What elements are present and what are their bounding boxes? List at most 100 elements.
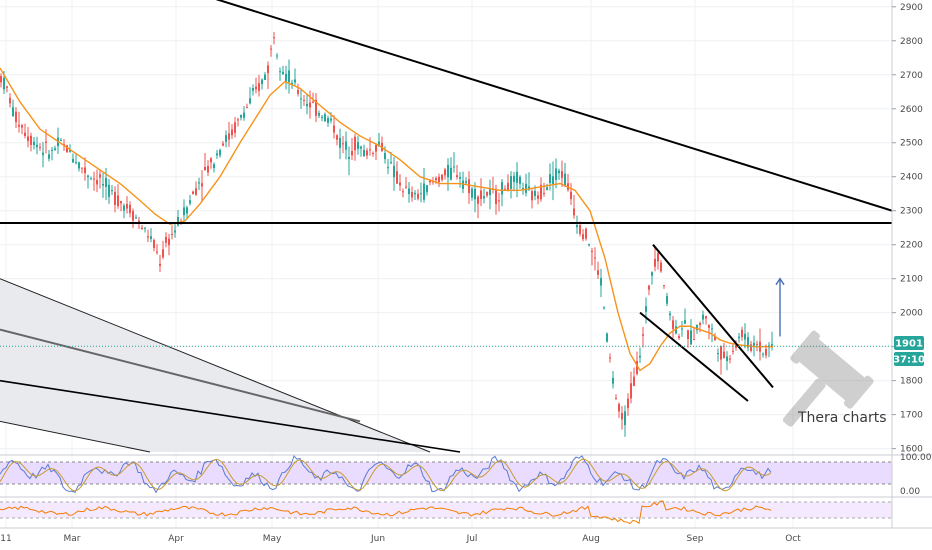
- time-tick-label: Oct: [785, 534, 801, 544]
- candle-body: [765, 348, 767, 356]
- stochastic-pane[interactable]: 100.00 0.00: [0, 453, 932, 497]
- candle-body: [189, 200, 191, 204]
- candle-body: [513, 175, 515, 182]
- candle-body: [270, 48, 272, 50]
- watermark: Thera charts: [782, 330, 887, 427]
- candle-body: [318, 113, 320, 116]
- candle-body: [678, 336, 680, 339]
- candle-body: [237, 119, 239, 121]
- candle-body: [399, 182, 401, 186]
- candle-body: [498, 200, 500, 202]
- candle-body: [315, 99, 317, 116]
- candle-body: [483, 196, 485, 199]
- candle-body: [687, 330, 689, 340]
- time-tick-label: Aug: [582, 534, 600, 544]
- candle-body: [633, 376, 635, 386]
- candle-body: [771, 344, 773, 346]
- stoch-d-line: [0, 458, 772, 492]
- candle-body: [138, 220, 140, 223]
- candle-body: [741, 329, 743, 338]
- candle-body: [144, 227, 146, 229]
- candle-body: [552, 176, 554, 184]
- candle-body: [327, 118, 329, 123]
- channel-lower-line[interactable]: [639, 311, 749, 402]
- candle-body: [42, 152, 44, 156]
- descending-resistance-line[interactable]: [208, 0, 893, 212]
- candle-body: [624, 411, 626, 426]
- lower-wedge-line[interactable]: [0, 379, 461, 453]
- gavel-cap-right: [843, 375, 874, 409]
- candle-body: [366, 150, 368, 156]
- candle-body: [276, 55, 278, 57]
- candle-body: [375, 145, 377, 152]
- candle-body: [435, 177, 437, 181]
- candle-body: [39, 147, 41, 149]
- candle-body: [744, 333, 746, 340]
- candle-body: [204, 166, 206, 171]
- candle-body: [549, 174, 551, 184]
- time-tick-label: Mar: [64, 534, 81, 544]
- candle-body: [714, 336, 716, 340]
- candle-body: [312, 101, 314, 103]
- candle-body: [642, 334, 644, 336]
- candle-body: [150, 236, 152, 239]
- candle-body: [516, 171, 518, 183]
- candle-body: [282, 71, 284, 74]
- candle-body: [48, 154, 50, 159]
- candle-body: [654, 258, 656, 267]
- candle-body: [531, 191, 533, 201]
- candle-body: [243, 112, 245, 118]
- candle-body: [369, 149, 371, 151]
- candle-body: [453, 166, 455, 168]
- candle-body: [0, 76, 2, 83]
- candle-body: [294, 79, 296, 83]
- candle-body: [330, 118, 332, 121]
- candle-body: [606, 333, 608, 342]
- candle-body: [342, 143, 344, 145]
- candle-body: [18, 124, 20, 127]
- price-tick-label: 2400: [900, 173, 923, 183]
- candle-body: [645, 306, 647, 312]
- candle-body: [357, 142, 359, 149]
- candle-body: [252, 87, 254, 91]
- candle-body: [702, 314, 704, 320]
- candle-body: [99, 174, 101, 178]
- countdown-tag: 37:10: [893, 352, 925, 366]
- candle-body: [222, 143, 224, 146]
- candle-body: [501, 181, 503, 195]
- candle-body: [690, 330, 692, 345]
- channel-upper-line[interactable]: [652, 244, 774, 389]
- candle-body: [12, 107, 14, 117]
- price-tick-label: 2100: [900, 275, 923, 285]
- rsi-pane[interactable]: [0, 496, 932, 525]
- candle-body: [444, 169, 446, 176]
- candle-body: [255, 86, 257, 90]
- time-tick-label: Sep: [687, 534, 704, 544]
- candle-body: [231, 129, 233, 136]
- candle-body: [555, 168, 557, 180]
- candle-body: [540, 184, 542, 200]
- candle-body: [474, 188, 476, 200]
- candle-body: [534, 190, 536, 196]
- candle-body: [507, 182, 509, 192]
- price-tick-label: 1800: [900, 377, 923, 387]
- candle-body: [423, 183, 425, 200]
- candle-body: [747, 337, 749, 348]
- candle-body: [78, 162, 80, 169]
- candle-body: [288, 70, 290, 83]
- candle-body: [207, 166, 209, 173]
- price-tick-label: 2500: [900, 139, 923, 149]
- candle-body: [639, 355, 641, 358]
- price-tick-label: 1700: [900, 411, 923, 421]
- trendlines[interactable]: [0, 0, 893, 453]
- price-tick-label: 2600: [900, 105, 923, 115]
- candle-body: [462, 180, 464, 189]
- candle-body: [309, 102, 311, 108]
- candle-body: [672, 320, 674, 329]
- candle-body: [93, 178, 95, 180]
- time-axis[interactable]: 11 Mar Apr May Jun Jul Aug Sep Oct: [0, 534, 801, 544]
- candle-body: [564, 173, 566, 186]
- candle-body: [264, 74, 266, 80]
